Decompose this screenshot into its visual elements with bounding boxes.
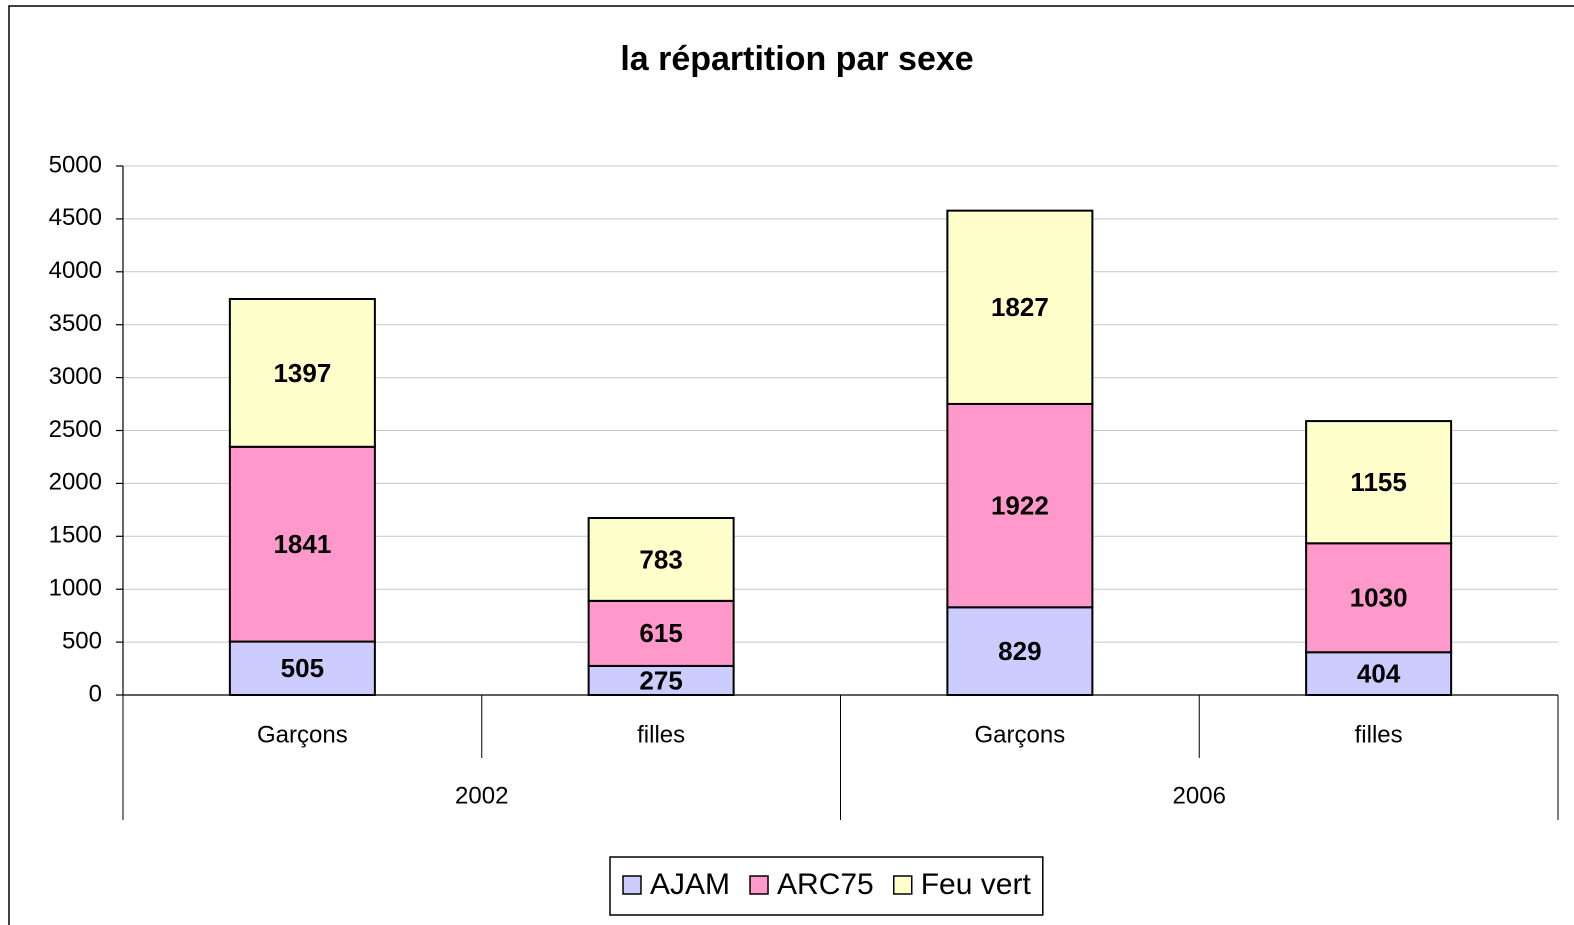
bar-segment: [946, 606, 1094, 697]
data-label: 505: [281, 653, 324, 683]
data-label: 404: [1357, 659, 1401, 689]
bar-segment: [228, 445, 376, 643]
y-tick-label: 4000: [49, 257, 102, 284]
bar-segment: [587, 664, 735, 697]
bar-segment: [946, 402, 1094, 609]
x-tick-label: filles: [637, 721, 685, 748]
data-label: 1827: [991, 292, 1049, 322]
bar-segment: [587, 516, 735, 602]
y-tick-label: 2500: [49, 416, 102, 443]
bar-segment: [228, 640, 376, 696]
x-tick-label: filles: [1355, 721, 1403, 748]
bar-segment: [1305, 651, 1453, 696]
group-label: 2002: [455, 782, 508, 809]
data-label: 1397: [273, 358, 331, 388]
bar-segment: [946, 209, 1094, 405]
legend-swatch: [622, 875, 642, 895]
legend-box: [609, 856, 1044, 916]
x-tick-label: Garçons: [975, 721, 1066, 748]
data-label: 615: [639, 618, 682, 648]
legend-swatch: [749, 875, 769, 895]
data-label: 1155: [1350, 467, 1406, 497]
group-label: 2006: [1173, 782, 1226, 809]
data-label: 1841: [273, 529, 331, 559]
y-tick-label: 0: [89, 680, 102, 707]
bar-segment: [1305, 420, 1453, 545]
y-tick-label: 1500: [49, 522, 102, 549]
data-label: 1030: [1350, 583, 1408, 613]
y-tick-label: 2000: [49, 469, 102, 496]
data-label: 275: [639, 665, 682, 695]
y-tick-label: 3000: [49, 363, 102, 390]
legend-label: AJAM: [650, 868, 730, 901]
data-label: 1922: [991, 490, 1049, 520]
bar-segment: [228, 297, 376, 448]
y-tick-label: 500: [62, 627, 102, 654]
data-label: 829: [998, 636, 1041, 666]
chart-title: la répartition par sexe: [620, 40, 973, 78]
bar-segment: [1305, 542, 1453, 654]
y-tick-label: 4500: [49, 204, 102, 231]
y-tick-label: 5000: [49, 151, 102, 178]
legend-label: ARC75: [777, 868, 874, 901]
legend-swatch: [892, 875, 913, 895]
x-tick-label: Garçons: [257, 721, 348, 748]
data-label: 783: [639, 544, 682, 574]
y-tick-label: 1000: [49, 575, 102, 602]
legend-label: Feu vert: [921, 868, 1032, 901]
y-tick-label: 3500: [49, 310, 102, 337]
